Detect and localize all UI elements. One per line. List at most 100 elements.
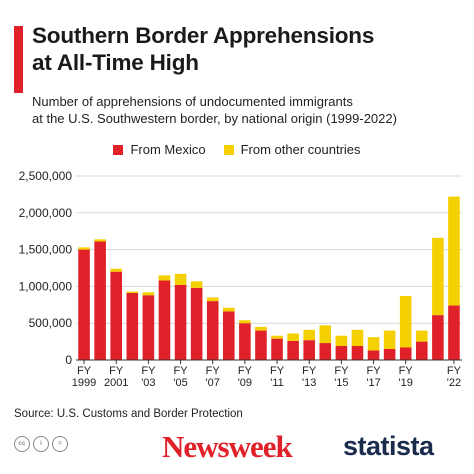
- cc-icon: cc: [14, 436, 30, 452]
- bar-mexico: [190, 287, 203, 360]
- x-tick-label-bottom: '22: [447, 377, 461, 389]
- equals-icon: =: [52, 436, 68, 452]
- bar-mexico: [158, 280, 171, 360]
- x-tick-label-top: FY: [77, 365, 92, 377]
- chart-title-line-1: Southern Border Apprehensions: [32, 23, 375, 48]
- bar-other: [399, 295, 412, 348]
- bar-mexico: [110, 271, 122, 360]
- x-tick-label-top: FY: [174, 365, 189, 377]
- bar-mexico: [351, 346, 364, 360]
- x-tick-label-bottom: '19: [399, 377, 413, 389]
- x-tick-label-bottom: '15: [334, 377, 348, 389]
- x-tick-label-top: FY: [367, 365, 382, 377]
- y-tick-label: 2,500,000: [19, 169, 73, 183]
- x-tick-label-top: FY: [447, 365, 462, 377]
- bar-mexico: [174, 284, 187, 360]
- bar-other: [303, 329, 315, 341]
- x-tick-label-top: FY: [334, 365, 349, 377]
- bar-other: [319, 325, 332, 344]
- y-tick-label: 2,000,000: [19, 206, 73, 220]
- chart-title: Southern Border Apprehensions at All-Tim…: [32, 22, 462, 76]
- x-tick-label-bottom: '17: [366, 377, 380, 389]
- y-tick-label: 1,500,000: [19, 243, 73, 257]
- by-icon: i: [33, 436, 49, 452]
- legend-item-other: From other countries: [223, 142, 361, 157]
- x-tick-label-bottom: '03: [141, 377, 155, 389]
- bar-mexico: [287, 340, 299, 360]
- bar-other: [94, 239, 106, 242]
- bar-other: [206, 297, 219, 302]
- bar-mexico: [78, 249, 90, 360]
- newsweek-logo: Newsweek: [162, 429, 293, 464]
- bar-other: [78, 247, 90, 250]
- x-tick-label-bottom: '09: [238, 377, 252, 389]
- bar-other: [448, 196, 460, 306]
- bar-mexico: [223, 311, 235, 360]
- bar-chart: 0 500,000 1,000,000 1,500,000 2,000,000 2,500…: [19, 169, 462, 389]
- legend-label-other: From other countries: [240, 142, 361, 157]
- bar-other: [335, 335, 348, 347]
- bar-mexico: [271, 338, 283, 360]
- title-accent-bar: [14, 26, 23, 93]
- bar-mexico: [255, 330, 267, 360]
- bar-other: [158, 275, 171, 281]
- bar-other: [110, 268, 122, 272]
- y-tick-label: 0: [65, 353, 72, 367]
- bar-other: [239, 320, 251, 324]
- bar-other: [383, 330, 396, 349]
- x-tick-label-top: FY: [302, 365, 317, 377]
- chart-subtitle-line-1: Number of apprehensions of undocumented …: [32, 94, 353, 109]
- bar-other: [416, 330, 428, 342]
- license-icons: cc i =: [14, 436, 68, 452]
- x-tick-label-bottom: '13: [302, 377, 316, 389]
- bar-mexico: [416, 341, 428, 360]
- x-tick-label-bottom: 2001: [104, 377, 128, 389]
- bar-mexico: [206, 301, 219, 360]
- bar-mexico: [303, 340, 315, 360]
- x-tick-label-top: FY: [206, 365, 221, 377]
- statista-logo: statista: [343, 431, 434, 461]
- bar-other: [223, 307, 235, 312]
- x-tick-label-top: FY: [141, 365, 156, 377]
- bar-mexico: [383, 348, 396, 360]
- legend-label-mexico: From Mexico: [130, 142, 206, 157]
- x-tick-label-top: FY: [270, 365, 285, 377]
- bar-other: [255, 326, 267, 331]
- y-tick-label: 500,000: [29, 316, 73, 330]
- bar-other: [142, 292, 155, 296]
- chart-subtitle: Number of apprehensions of undocumented …: [32, 93, 462, 127]
- bar-other: [367, 337, 380, 351]
- legend-item-mexico: From Mexico: [113, 142, 206, 157]
- source-note: Source: U.S. Customs and Border Protecti…: [14, 408, 243, 420]
- bar-other: [190, 281, 203, 288]
- bar-mexico: [367, 350, 380, 360]
- y-tick-label: 1,000,000: [19, 279, 73, 293]
- bar-mexico: [319, 343, 332, 360]
- chart-title-line-2: at All-Time High: [32, 50, 199, 75]
- bar-other: [351, 329, 364, 347]
- bar-other: [126, 291, 139, 294]
- bar-mexico: [432, 315, 444, 360]
- bar-other: [271, 335, 283, 339]
- x-tick-label-top: FY: [238, 365, 253, 377]
- chart-legend: From Mexico From other countries: [0, 142, 474, 157]
- chart-subtitle-line-2: at the U.S. Southwestern border, by nati…: [32, 111, 397, 126]
- legend-swatch-other: [223, 144, 234, 155]
- x-tick-label-bottom: 1999: [72, 377, 96, 389]
- bar-mexico: [239, 323, 251, 360]
- bar-other: [287, 333, 299, 341]
- bar-other: [174, 273, 187, 285]
- bar-mexico: [126, 293, 139, 360]
- bar-mexico: [448, 305, 460, 360]
- x-tick-label-top: FY: [399, 365, 414, 377]
- x-tick-label-bottom: '11: [270, 377, 284, 389]
- x-tick-label-bottom: '07: [206, 377, 220, 389]
- x-tick-label-bottom: '05: [173, 377, 187, 389]
- bar-mexico: [94, 241, 106, 360]
- bar-mexico: [399, 347, 412, 360]
- x-tick-label-top: FY: [109, 365, 124, 377]
- legend-swatch-mexico: [113, 144, 124, 155]
- bar-mexico: [142, 295, 155, 360]
- bar-mexico: [335, 346, 348, 360]
- bar-other: [432, 237, 444, 316]
